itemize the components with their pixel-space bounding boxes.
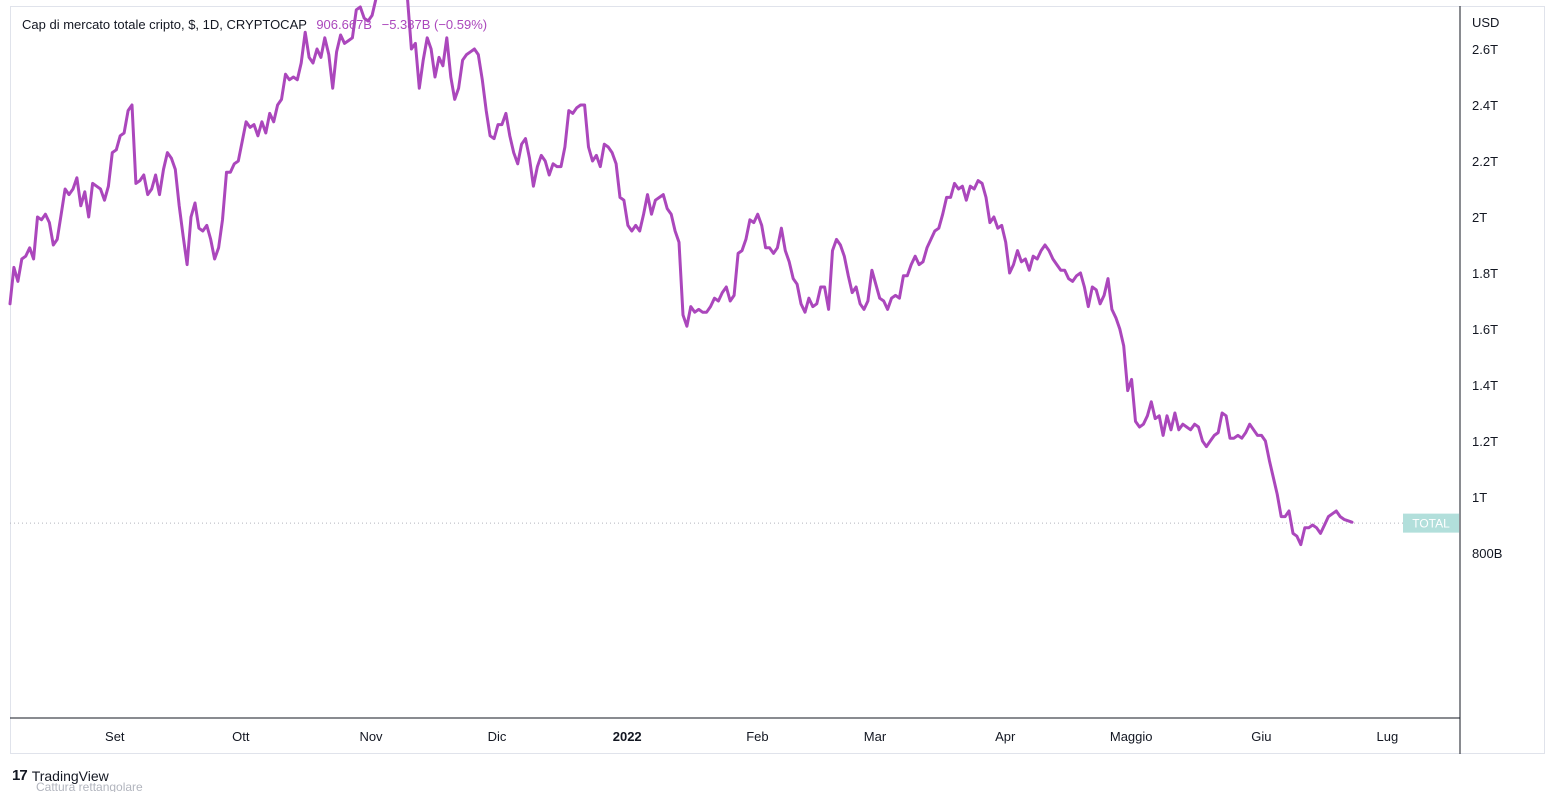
y-tick-label: 2.8T bbox=[1472, 0, 1498, 1]
x-tick-label: Maggio bbox=[1110, 729, 1153, 744]
y-tick-label: 2.4T bbox=[1472, 98, 1498, 113]
tradingview-logo-icon: 17 bbox=[12, 767, 28, 784]
x-tick-label: Lug bbox=[1377, 729, 1399, 744]
last-value-label-bg bbox=[1403, 513, 1459, 533]
series-line-total bbox=[8, 0, 1354, 547]
x-tick-label: Giu bbox=[1251, 729, 1271, 744]
x-tick-label: Apr bbox=[995, 729, 1016, 744]
currency-label: USD bbox=[1472, 15, 1499, 30]
x-tick-label: Set bbox=[105, 729, 125, 744]
y-tick-label: 1.6T bbox=[1472, 322, 1498, 337]
y-tick-label: 2.6T bbox=[1472, 42, 1498, 57]
x-tick-label: Mar bbox=[864, 729, 887, 744]
tradingview-logo-text: TradingView bbox=[31, 767, 109, 784]
chart-legend: Cap di mercato totale cripto, $, 1D, CRY… bbox=[22, 17, 487, 32]
y-tick-label: 1.2T bbox=[1472, 434, 1498, 449]
snapshot-hint: Cattura rettangolare bbox=[36, 781, 143, 792]
chart-frame bbox=[10, 6, 1545, 754]
x-tick-label: 2022 bbox=[613, 729, 642, 744]
legend-symbol: Cap di mercato totale cripto, $, 1D, CRY… bbox=[22, 17, 307, 32]
x-tick-label: Nov bbox=[359, 729, 383, 744]
x-tick-label: Dic bbox=[488, 729, 507, 744]
tradingview-logo[interactable]: 17 TradingView bbox=[12, 767, 109, 784]
x-tick-label: Ott bbox=[232, 729, 250, 744]
y-tick-label: 1.8T bbox=[1472, 266, 1498, 281]
y-tick-label: 1.4T bbox=[1472, 378, 1498, 393]
y-tick-label: 1T bbox=[1472, 490, 1487, 505]
y-tick-label: 2T bbox=[1472, 210, 1487, 225]
legend-change: −5.387B (−0.59%) bbox=[381, 17, 488, 32]
x-tick-label: Feb bbox=[746, 729, 768, 744]
y-tick-label: 800B bbox=[1472, 546, 1502, 561]
last-value-label: TOTAL bbox=[1403, 513, 1459, 533]
price-axis[interactable]: 3T2.8T2.6T2.4T2.2T2T1.8T1.6T1.4T1.2T1T80… bbox=[1472, 0, 1502, 561]
y-tick-label: 2.2T bbox=[1472, 154, 1498, 169]
legend-value: 906.667B bbox=[316, 17, 372, 32]
time-axis[interactable]: Set Ott Nov Dic 2022 Feb Mar Apr Maggio Giu Lug bbox=[105, 729, 1398, 744]
last-value-label-text: TOTAL bbox=[1412, 517, 1450, 531]
